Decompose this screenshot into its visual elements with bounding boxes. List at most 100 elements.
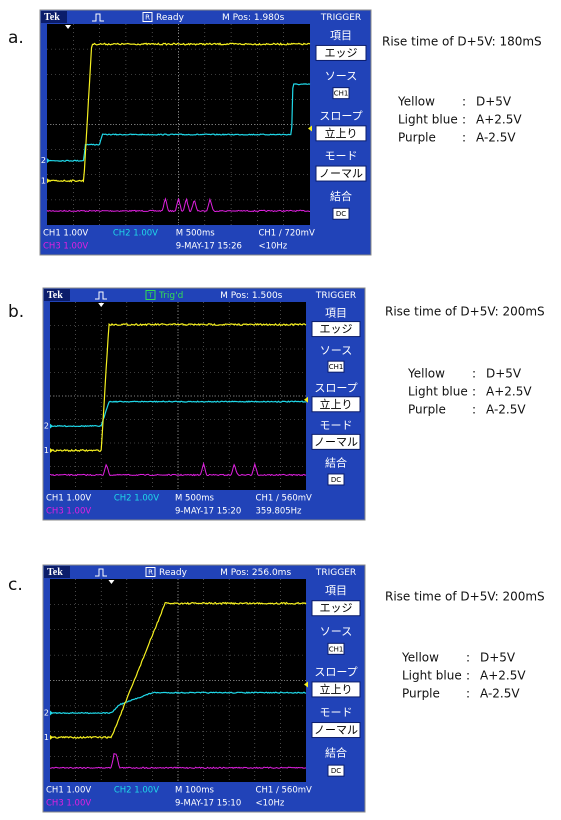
menu-heading: スロープ	[314, 665, 357, 678]
channel-marker: 1	[44, 446, 49, 455]
trace-purple	[50, 753, 307, 770]
menu-option: DC	[331, 767, 341, 775]
panel: c. Rise time of D+5V: 200mS Yellow: D+5V Lig…	[8, 564, 545, 813]
legend-value: D+5V	[480, 651, 516, 665]
legend-name: Light blue	[398, 113, 458, 127]
brand-badge	[44, 289, 70, 301]
menu-option: 立上り	[320, 682, 353, 696]
trigger-icon	[95, 291, 107, 300]
trace-yellow	[49, 601, 307, 739]
menu-option-box	[311, 722, 361, 739]
footer-date: 9-MAY-17 15:20	[175, 507, 241, 517]
menu-option: CH1	[334, 90, 349, 98]
menu-option: ノーマル	[314, 724, 358, 737]
menu-option-box	[332, 87, 350, 100]
trace-cyan	[49, 691, 307, 715]
channel-marker-arrow	[47, 158, 50, 164]
menu-heading: ソース	[320, 625, 352, 638]
status-icon-box	[145, 567, 156, 577]
menu-option-box	[315, 165, 367, 182]
trace-cyan	[46, 83, 311, 162]
legend-name: Yellow	[397, 95, 435, 109]
panel-label: c.	[8, 575, 23, 595]
trace-yellow	[49, 322, 307, 453]
footer-ch1: CH1 1.00V	[43, 229, 88, 239]
panel-label: a.	[8, 28, 24, 48]
menu-option: ノーマル	[319, 167, 363, 180]
legend-sep: :	[462, 95, 466, 109]
menu-option: エッジ	[320, 323, 353, 336]
legend-name: Yellow	[407, 367, 445, 381]
legend-sep: :	[472, 403, 476, 417]
menu-heading: 結合	[325, 456, 347, 470]
scope-screenshot: Tek T Trig'd M Pos: 1.500s TRIGGER 2 1 項目エッジソース…	[42, 287, 366, 521]
channel-marker-arrow	[50, 710, 53, 716]
menu-option: 立上り	[320, 397, 353, 411]
menu-option-box	[315, 125, 367, 142]
panel: b. Rise time of D+5V: 200mS Yellow: D+5V Lig…	[8, 287, 545, 521]
trace-yellow	[46, 42, 311, 183]
status: Ready	[156, 13, 185, 23]
menu-option-box	[327, 642, 345, 655]
footer-ch3: CH3 1.00V	[46, 507, 91, 517]
legend-sep: :	[466, 651, 470, 665]
legend-value: D+5V	[476, 95, 512, 109]
menu-option-box	[311, 396, 361, 413]
footer-trigger: CH1 ∕ 560mV	[256, 786, 313, 796]
menu-heading: 項目	[330, 29, 352, 42]
status: Ready	[159, 568, 188, 578]
menu-option: 立上り	[325, 126, 358, 140]
legend-sep: :	[472, 385, 476, 399]
legend-value: A-2.5V	[480, 687, 520, 701]
menu-option-box	[332, 207, 350, 220]
footer-timebase: M 500ms	[175, 494, 215, 504]
legend-sep: :	[472, 367, 476, 381]
footer-ch2: CH2 1.00V	[114, 786, 159, 796]
channel-marker: 2	[44, 708, 49, 717]
legend-name: Yellow	[401, 651, 439, 665]
legend-value: A+2.5V	[476, 113, 522, 127]
footer-date: 9-MAY-17 15:26	[176, 242, 242, 252]
status: Trig'd	[158, 291, 183, 301]
menu-option-box	[327, 764, 345, 777]
legend-sep: :	[466, 687, 470, 701]
footer-frequency: 359.805Hz	[256, 507, 303, 517]
menu-option-box	[327, 473, 345, 486]
footer-ch2: CH2 1.00V	[113, 229, 158, 239]
position: M Pos: 256.0ms	[220, 568, 291, 578]
legend-value: D+5V	[486, 367, 522, 381]
footer-ch1: CH1 1.00V	[46, 494, 91, 504]
legend-sep: :	[462, 113, 466, 127]
menu-option-box	[315, 44, 367, 61]
channel-marker: 1	[44, 733, 49, 742]
footer-frequency: <10Hz	[258, 242, 287, 252]
trigger-level-marker	[308, 125, 312, 132]
brand-badge	[41, 11, 67, 23]
brand: Tek	[47, 567, 63, 578]
status-icon: T	[147, 292, 153, 300]
channel-marker: 1	[41, 176, 46, 185]
menu-title: TRIGGER	[315, 568, 356, 578]
trace-purple	[49, 461, 307, 477]
channel-marker-arrow	[50, 423, 53, 429]
menu-heading: モード	[320, 419, 353, 432]
menu-option: エッジ	[325, 46, 358, 59]
footer-ch2: CH2 1.00V	[114, 494, 159, 504]
trigger-position-marker	[108, 580, 115, 584]
legend-name: Light blue	[402, 669, 462, 683]
trigger-position-marker	[65, 25, 72, 29]
panel: a. Rise time of D+5V: 180mS Yellow: D+5V Lig…	[8, 9, 542, 256]
legend-value: A+2.5V	[486, 385, 532, 399]
footer-trigger: CH1 ∕ 560mV	[256, 494, 313, 504]
panel-label: b.	[8, 302, 24, 322]
brand: Tek	[47, 290, 63, 301]
menu-heading: スロープ	[314, 381, 357, 394]
trace-cyan	[49, 400, 307, 428]
status-icon-box	[142, 12, 153, 22]
channel-marker: 2	[41, 156, 46, 165]
footer-ch3: CH3 1.00V	[46, 799, 91, 809]
legend-name: Light blue	[408, 385, 468, 399]
menu-option-box	[311, 681, 361, 698]
trigger-icon	[95, 568, 107, 577]
